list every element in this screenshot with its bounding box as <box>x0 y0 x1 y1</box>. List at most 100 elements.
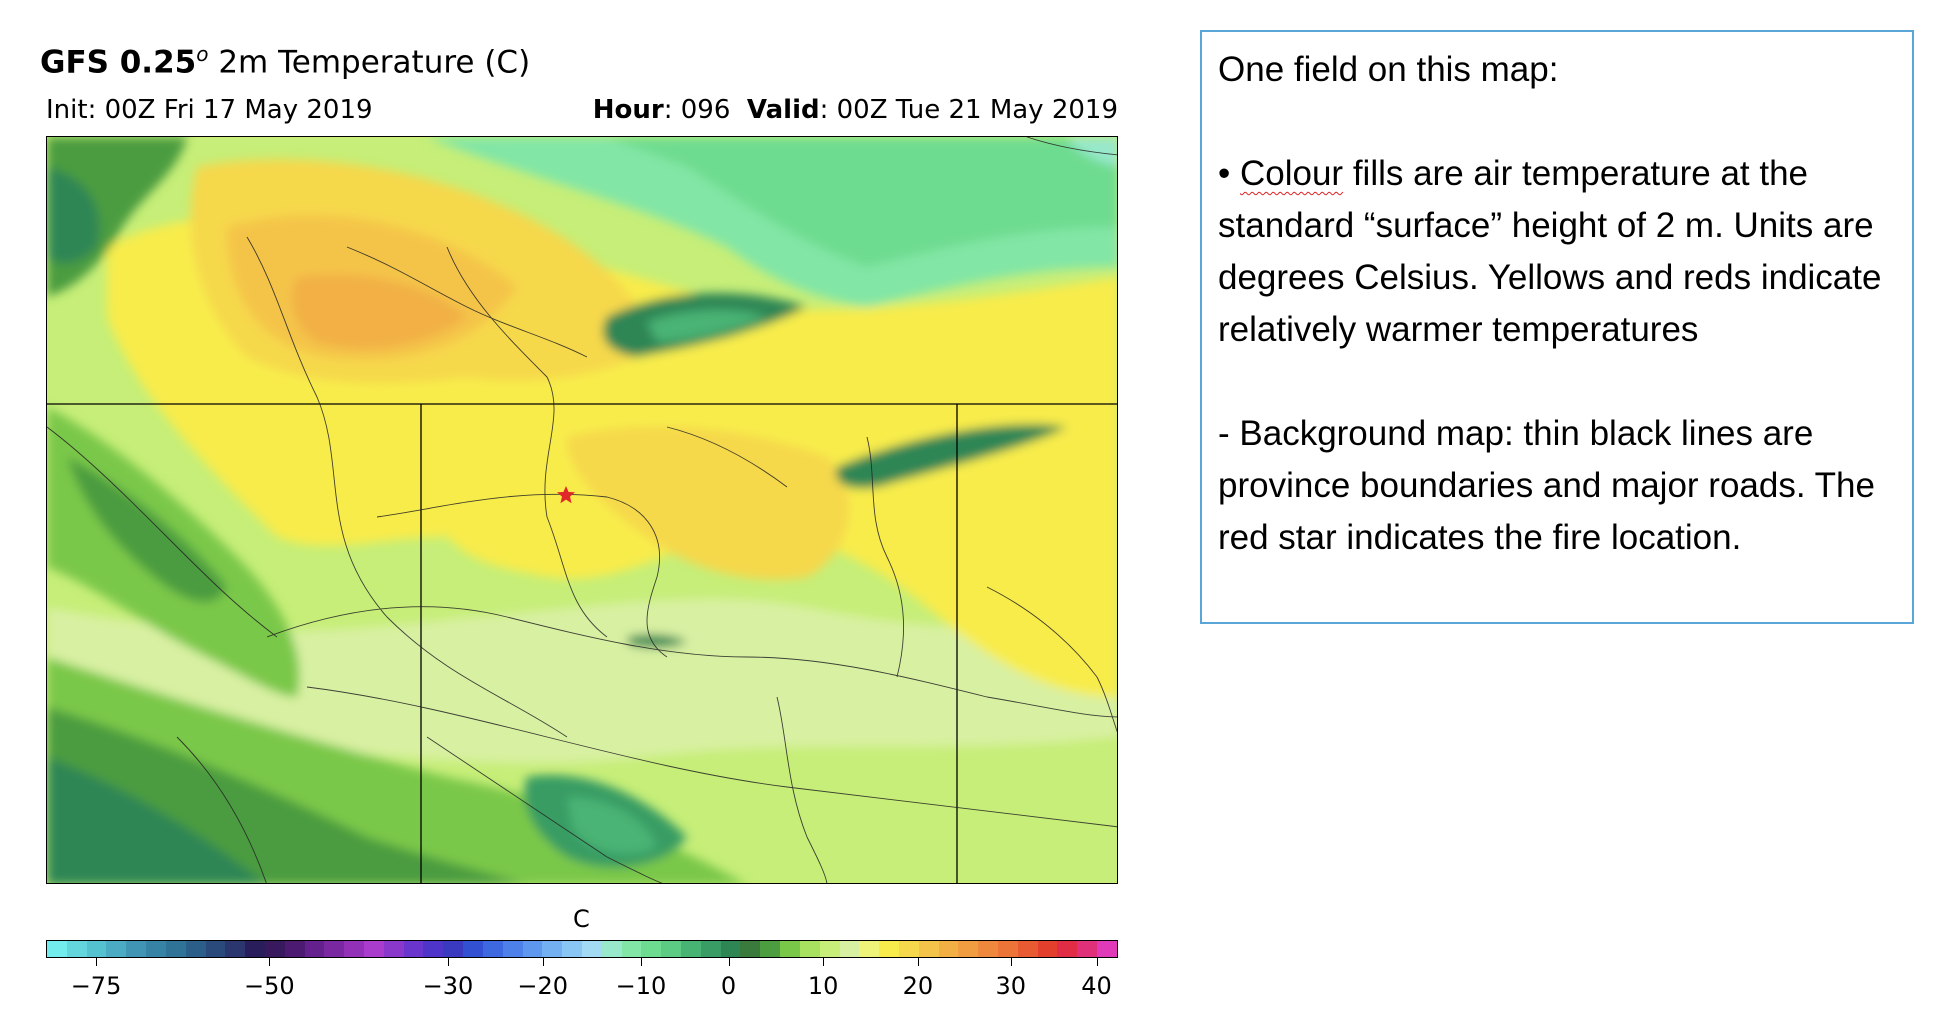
colorbar-tick-label: −10 <box>615 972 667 1000</box>
colorbar-segment <box>344 941 364 957</box>
colorbar-segment <box>958 941 979 957</box>
colorbar-segment <box>126 941 147 957</box>
colorbar-segment <box>245 941 265 957</box>
road <box>376 493 668 658</box>
temperature-fill-sw-darkest <box>47 757 265 883</box>
temperature-fill-east-band <box>836 424 1067 489</box>
colorbar-segment <box>720 941 741 957</box>
colorbar-tick <box>917 958 919 966</box>
road <box>266 606 1117 718</box>
colorbar-segment <box>978 941 998 957</box>
colorbar-segment <box>879 941 899 957</box>
temperature-fill-cool-band <box>47 598 1117 764</box>
colorbar-segment <box>165 941 186 957</box>
temperature-fill-valley-core <box>567 797 657 855</box>
temperature-fill-west-dark-green <box>67 457 227 602</box>
road <box>446 246 608 638</box>
colorbar-tick-label: 40 <box>1081 972 1112 1000</box>
colorbar-tick-label: −20 <box>517 972 569 1000</box>
colorbar-segment <box>581 941 602 957</box>
annotation-background-note: - Background map: thin black lines are p… <box>1218 414 1875 557</box>
colorbar-tick <box>640 958 642 966</box>
temperature-fill-lake-core <box>647 310 767 342</box>
colorbar-tick <box>96 958 98 966</box>
colorbar-segment <box>681 941 701 957</box>
road <box>666 426 788 488</box>
annotation-bullet: • Colour fills are air temperature at th… <box>1218 148 1912 356</box>
colorbar-segment <box>799 941 820 957</box>
colorbar-segment <box>502 941 523 957</box>
colorbar-segment <box>1017 941 1038 957</box>
temperature-map <box>46 136 1118 884</box>
road <box>866 436 905 678</box>
colorbar-segment <box>86 941 107 957</box>
colorbar-tick <box>728 958 730 966</box>
colorbar-segment <box>780 941 800 957</box>
road <box>776 696 828 883</box>
colorbar-segment <box>938 941 959 957</box>
colorbar-segment <box>819 941 840 957</box>
colorbar-segment <box>264 941 285 957</box>
colorbar-segment <box>146 941 166 957</box>
colorbar-segment <box>601 941 622 957</box>
colorbar-segment <box>403 941 424 957</box>
colorbar-segment <box>621 941 642 957</box>
major-roads <box>47 137 1117 883</box>
map-title: GFS 0.25o 2m Temperature (C) <box>40 42 530 80</box>
colorbar-ticks: −75 −50 −30 −20 −10 0 10 20 30 40 <box>46 958 1118 1018</box>
colorbar-unit-label: C <box>573 905 590 933</box>
colorbar-tick-label: −30 <box>422 972 474 1000</box>
colorbar-tick-label: −50 <box>244 972 295 1000</box>
colorbar-segment <box>225 941 246 957</box>
colorbar-tick <box>269 958 271 966</box>
road <box>246 236 568 738</box>
colorbar-segment <box>859 941 880 957</box>
annotation-heading: One field on this map: <box>1218 50 1559 89</box>
colorbar-segment <box>641 941 662 957</box>
colorbar-segment <box>383 941 404 957</box>
colorbar-tick <box>448 958 449 966</box>
colorbar-tick-label: 30 <box>995 972 1027 1000</box>
colorbar-segment <box>898 941 919 957</box>
forecast-time: Hour: 096 Valid: 00Z Tue 21 May 2019 <box>593 95 1118 125</box>
road <box>47 426 278 638</box>
colorbar-tick-label: 0 <box>720 972 737 1000</box>
colorbar-segment <box>522 941 543 957</box>
colorbar-segment <box>463 941 483 957</box>
colorbar-tick <box>1096 958 1098 966</box>
colorbar-segment <box>700 941 721 957</box>
province-boundaries <box>47 403 1117 883</box>
colorbar-tick <box>1010 958 1012 966</box>
colorbar-segment <box>185 941 206 957</box>
temperature-fill-warm-core <box>292 274 467 349</box>
colorbar-segment <box>482 941 503 957</box>
temperature-fill-small-lake <box>627 634 687 648</box>
colorbar-segment <box>542 941 563 957</box>
temperature-field <box>47 137 1117 883</box>
road <box>176 736 267 883</box>
road <box>986 586 1117 733</box>
temperature-fills <box>47 137 1117 883</box>
valid-value: : 00Z Tue 21 May 2019 <box>819 95 1118 125</box>
colorbar-tick <box>823 958 825 966</box>
colorbar-segment <box>304 941 325 957</box>
spellcheck-word: Colour <box>1239 154 1344 193</box>
model-name: GFS 0.25 <box>40 44 197 81</box>
init-time: Init: 00Z Fri 17 May 2019 <box>46 95 373 125</box>
colorbar-segment <box>324 941 345 957</box>
colorbar-segment <box>66 941 87 957</box>
colorbar-segment <box>998 941 1018 957</box>
hour-label: Hour <box>592 95 664 125</box>
colorbar-segment <box>839 941 860 957</box>
road <box>1026 137 1117 156</box>
temperature-fill-colder-ne <box>607 137 1117 267</box>
fire-location-star-icon <box>557 486 575 504</box>
colorbar-segment <box>106 941 127 957</box>
colorbar-tick-label: −75 <box>70 972 122 1000</box>
colorbar-segment <box>740 941 761 957</box>
hour-value: : 096 <box>663 95 731 125</box>
colorbar-segment <box>1097 941 1117 957</box>
valid-label: Valid <box>746 95 820 125</box>
colorbar-segment <box>918 941 939 957</box>
colorbar-segment <box>47 941 67 957</box>
